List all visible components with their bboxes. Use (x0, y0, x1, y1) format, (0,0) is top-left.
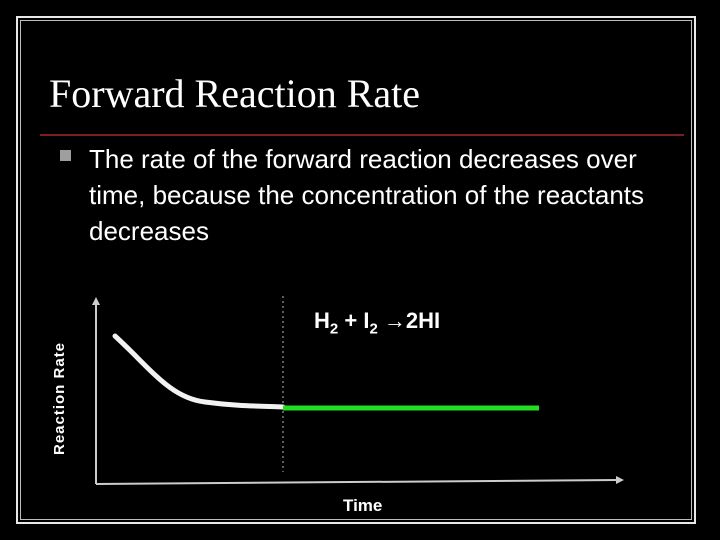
decreasing-rate-curve (112, 333, 286, 410)
slide-outer-border (16, 16, 696, 524)
x-axis (95, 479, 619, 485)
x-axis-label: Time (343, 496, 383, 515)
reactant-h-subscript: 2 (329, 320, 339, 338)
bullet-text: The rate of the forward reaction decreas… (89, 144, 645, 246)
reactant-i: I (363, 308, 370, 333)
bullet-square-icon (60, 150, 71, 161)
reaction-arrow-icon: → (377, 308, 406, 333)
x-axis-arrowhead (616, 476, 624, 484)
reactant-h: H (314, 308, 330, 333)
product-hi: 2HI (405, 308, 441, 333)
plus-sign: + (338, 308, 364, 333)
title-underline (40, 134, 684, 136)
reactant-i-subscript: 2 (369, 320, 378, 338)
slide-inner-border (20, 20, 692, 520)
slide-title: Forward Reaction Rate (49, 71, 420, 116)
reaction-equation: H2 + I2 →2HI (314, 308, 440, 337)
y-axis-arrowhead (92, 297, 100, 305)
y-axis-label: Reaction Rate (51, 341, 68, 455)
